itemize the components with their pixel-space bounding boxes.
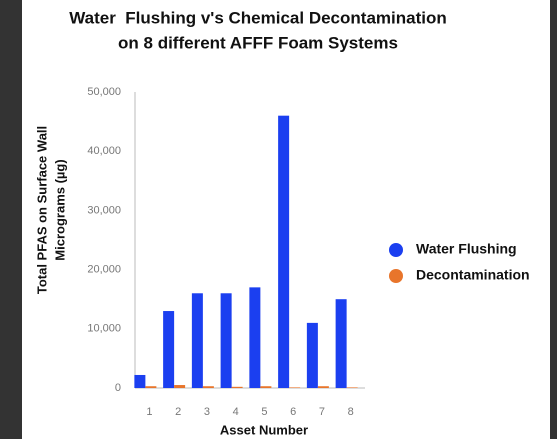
y-tick-label: 30,000 (87, 204, 121, 216)
legend-marker (389, 269, 403, 283)
bar (145, 386, 156, 388)
bar (232, 387, 243, 388)
bar (134, 375, 145, 388)
bar (192, 293, 203, 388)
x-tick-label: 3 (204, 406, 210, 418)
y-tick-label: 10,000 (87, 323, 121, 335)
bar (174, 385, 185, 388)
page: Water Flushing v's Chemical Decontaminat… (0, 0, 557, 439)
x-tick-label: 5 (261, 406, 267, 418)
x-axis-label: Asset Number (220, 422, 308, 437)
x-tick-label: 8 (348, 406, 354, 418)
y-tick-label: 0 (115, 382, 121, 394)
bar (318, 386, 329, 388)
legend-marker (389, 243, 403, 257)
bar (347, 387, 358, 388)
chart: Water Flushing v's Chemical Decontaminat… (0, 0, 557, 439)
legend-label: Decontamination (416, 267, 530, 283)
chart-title: Water Flushing v's Chemical Decontaminat… (69, 8, 446, 27)
y-tick-label: 20,000 (87, 264, 121, 276)
bar (260, 386, 271, 388)
x-tick-label: 7 (319, 406, 325, 418)
bar (336, 299, 347, 388)
bar (249, 287, 260, 388)
bar (278, 116, 289, 388)
y-tick-label: 40,000 (87, 145, 121, 157)
bar (163, 311, 174, 388)
bar (289, 387, 300, 388)
bar (221, 293, 232, 388)
x-tick-label: 6 (290, 406, 296, 418)
y-axis-label: Micrograms (µg) (52, 159, 67, 260)
x-tick-label: 2 (175, 406, 181, 418)
chart-title: on 8 different AFFF Foam Systems (118, 33, 398, 52)
bar (307, 323, 318, 388)
y-tick-label: 50,000 (87, 86, 121, 98)
x-tick-label: 1 (146, 406, 152, 418)
bar (203, 386, 214, 388)
x-tick-label: 4 (233, 406, 239, 418)
y-axis-label: Total PFAS on Surface Wall (34, 126, 49, 294)
legend-label: Water Flushing (416, 241, 517, 257)
